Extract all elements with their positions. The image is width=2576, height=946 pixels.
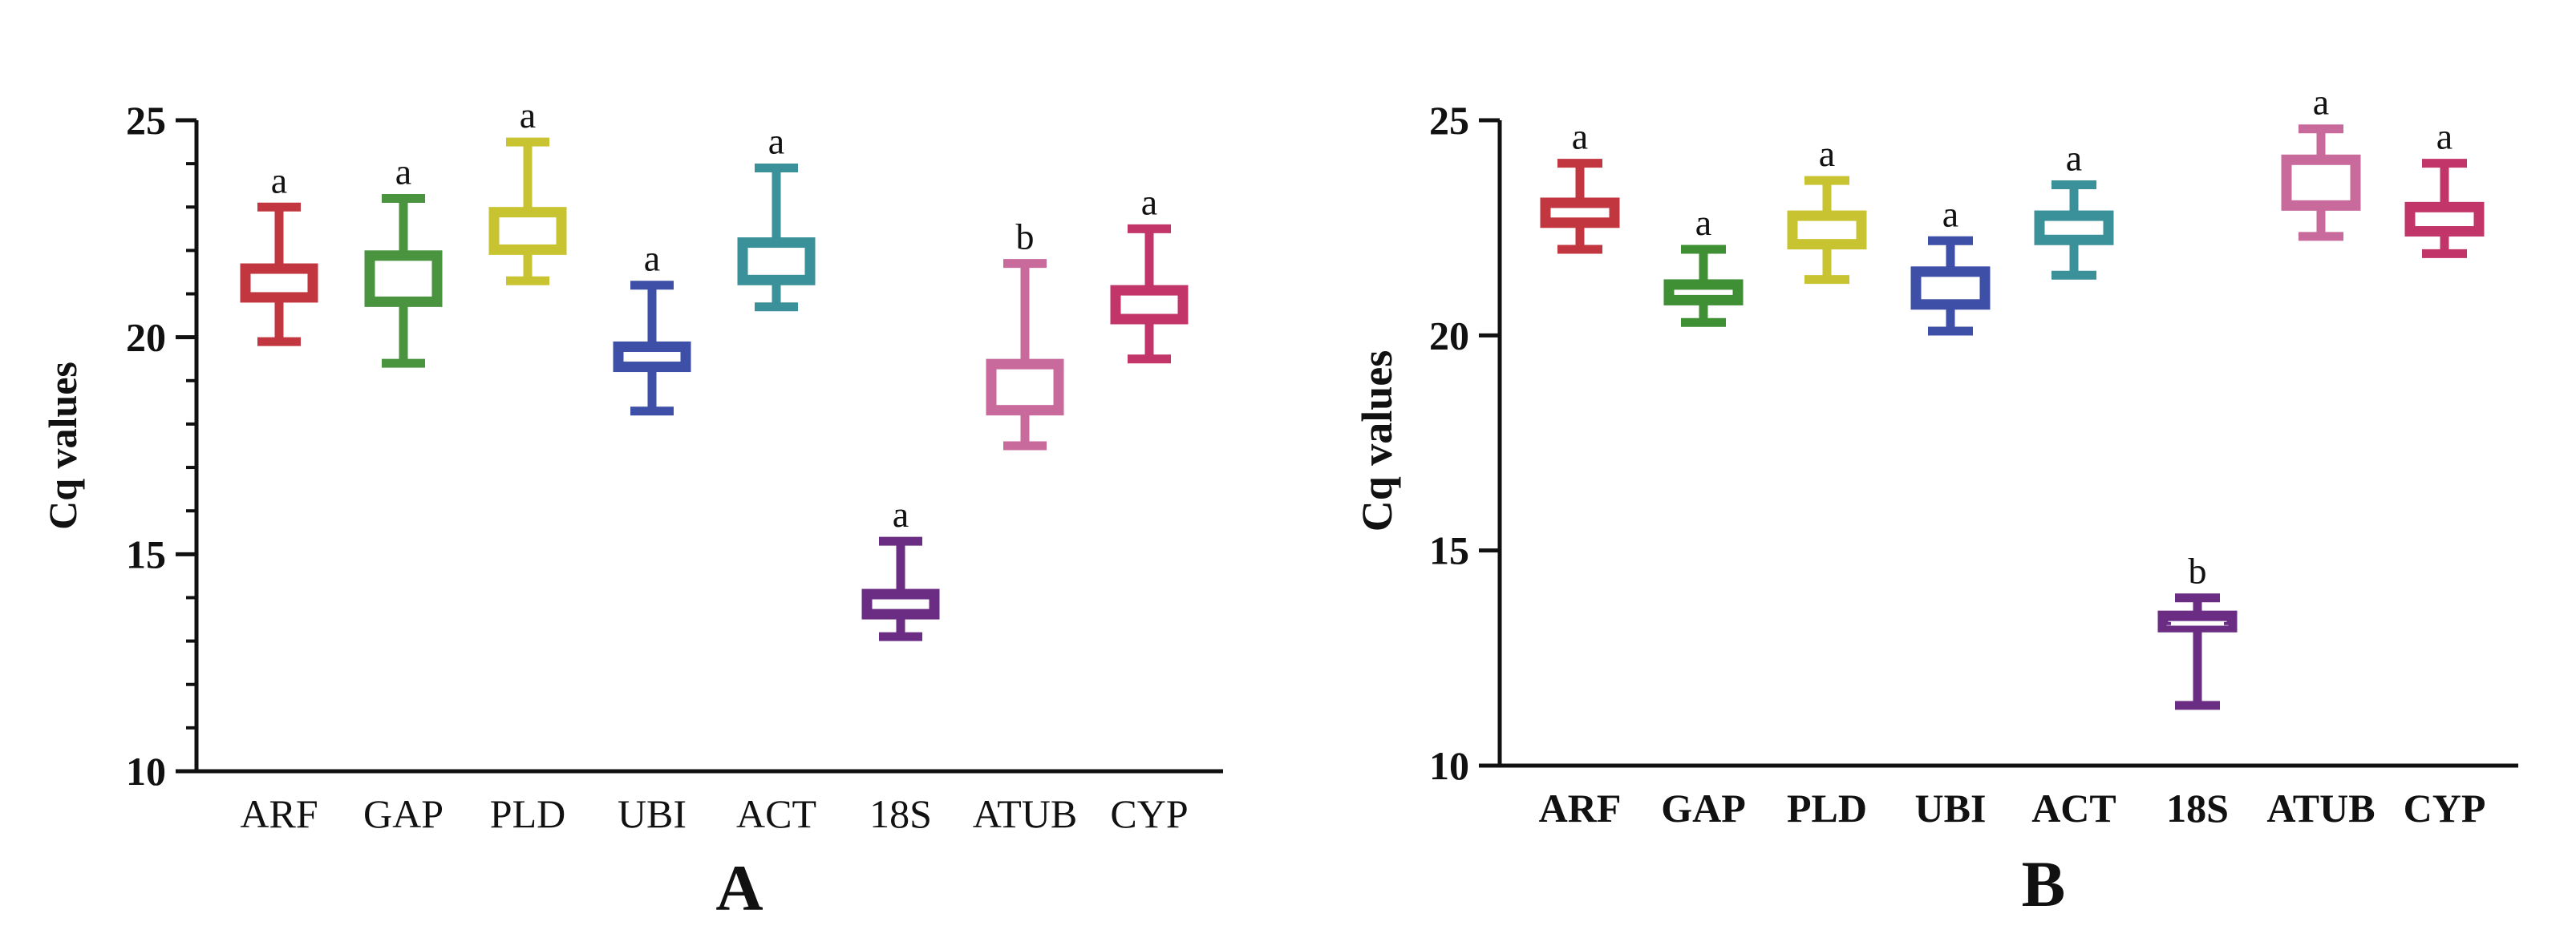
x-tick-label: ARF (240, 791, 318, 836)
x-tick-label: CYP (2404, 786, 2486, 831)
x-tick-label: ACT (2031, 786, 2116, 831)
box-iqr (737, 237, 816, 285)
box-gap: a (1663, 202, 1744, 327)
box-iqr (364, 250, 443, 307)
significance-letter: a (768, 121, 784, 162)
box-ubi: a (1910, 193, 1991, 336)
significance-letter: a (644, 238, 660, 279)
box-inner-outline (744, 245, 808, 278)
significance-letter: a (1819, 133, 1835, 174)
box-iqr (986, 358, 1064, 416)
box-iqr (2157, 610, 2238, 633)
x-tick-label: ATUB (973, 791, 1078, 836)
y-axis-label: Cq values (1353, 350, 1401, 532)
x-tick-label: 18S (869, 791, 932, 836)
box-18s: b (2157, 551, 2238, 710)
box-inner-outline (1794, 217, 1860, 243)
significance-letter: a (1141, 181, 1157, 222)
box-cyp: a (1110, 181, 1189, 364)
significance-letter: a (893, 494, 909, 535)
significance-letter: a (520, 95, 536, 135)
x-tick-label: ACT (736, 791, 816, 836)
box-inner-outline (2288, 161, 2354, 204)
box-inner-outline (620, 348, 684, 366)
y-tick-label: 25 (126, 98, 166, 143)
y-axis-label: Cq values (40, 362, 85, 530)
box-inner-outline (247, 270, 311, 296)
box-inner-outline (1918, 273, 1983, 303)
box-iqr (2281, 154, 2361, 211)
significance-letter: b (1016, 216, 1035, 257)
significance-letter: a (1942, 193, 1958, 234)
x-tick-label: PLD (490, 791, 565, 836)
significance-letter: a (1695, 202, 1711, 243)
y-tick-label: 20 (126, 315, 166, 360)
x-tick-label: 18S (2166, 786, 2229, 831)
y-tick-label: 25 (1429, 98, 1469, 143)
y-tick-label: 10 (1429, 743, 1469, 788)
box-inner-outline (1117, 292, 1181, 317)
x-tick-label: PLD (1787, 786, 1867, 831)
y-tick-label: 10 (126, 749, 166, 794)
box-inner-outline (1547, 204, 1613, 221)
box-inner-outline (869, 596, 933, 612)
box-inner-outline (371, 257, 435, 300)
x-tick-label: UBI (1915, 786, 1987, 831)
significance-letter: a (2313, 82, 2329, 123)
box-ubi: a (613, 238, 691, 416)
box-inner-outline (993, 366, 1057, 409)
panel-label: A (715, 851, 763, 924)
box-iqr (488, 207, 567, 255)
box-pld: a (1787, 133, 1867, 285)
panel-b: 10 15 20 25 Cq values a ARF a GAP a PLD a UBI a ACT b 18… (1353, 82, 2518, 920)
significance-letter: a (1572, 116, 1588, 157)
box-gap: a (364, 151, 443, 368)
panel-a: 10 15 20 25 Cq values a ARF a GAP a PLD a UBI a ACT a 18… (40, 95, 1223, 924)
box-18s: a (861, 494, 940, 641)
significance-letter: b (2189, 551, 2207, 592)
x-tick-label: UBI (618, 791, 687, 836)
significance-letter: a (271, 160, 287, 200)
panel-label: B (2022, 847, 2066, 920)
box-inner-outline (1671, 286, 1736, 298)
box-inner-outline (2412, 208, 2477, 230)
significance-letter: a (2066, 138, 2082, 179)
y-tick-label: 15 (1429, 528, 1469, 573)
box-act: a (737, 121, 816, 312)
x-tick-label: GAP (363, 791, 444, 836)
box-atub: b (986, 216, 1064, 451)
y-tick-label: 15 (126, 532, 166, 576)
box-arf: a (240, 160, 318, 346)
x-tick-label: CYP (1110, 791, 1188, 836)
box-act: a (2034, 138, 2114, 280)
box-inner-outline (2041, 217, 2107, 238)
box-arf: a (1540, 116, 1620, 254)
box-atub: a (2281, 82, 2361, 241)
x-tick-label: GAP (1661, 786, 1746, 831)
significance-letter: a (2436, 116, 2452, 157)
x-tick-label: ATUB (2266, 786, 2375, 831)
box-cyp: a (2404, 116, 2485, 258)
box-pld: a (488, 95, 567, 285)
significance-letter: a (395, 151, 411, 192)
box-inner-outline (496, 214, 560, 248)
y-tick-label: 20 (1429, 313, 1469, 358)
x-tick-label: ARF (1539, 786, 1622, 831)
